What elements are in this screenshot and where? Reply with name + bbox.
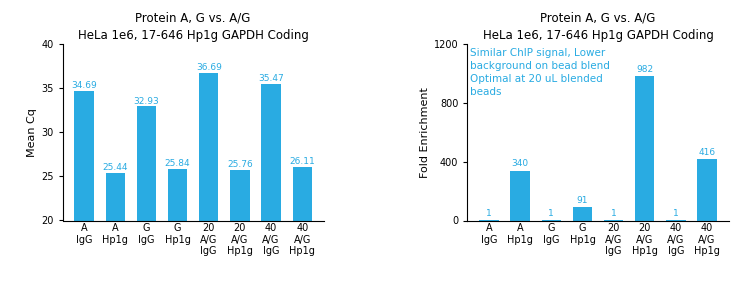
Text: 91: 91: [577, 196, 588, 205]
Text: 1: 1: [673, 208, 679, 218]
Bar: [293, 167, 312, 294]
Y-axis label: Mean Cq: Mean Cq: [27, 108, 37, 157]
Bar: [230, 170, 250, 294]
Bar: [199, 73, 219, 294]
Text: 416: 416: [698, 148, 715, 157]
Bar: [168, 169, 187, 294]
Text: 25.44: 25.44: [102, 163, 128, 172]
Text: 25.84: 25.84: [165, 159, 191, 168]
Bar: [105, 173, 125, 294]
Bar: [573, 207, 592, 220]
Title: Protein A, G vs. A/G
HeLa 1e6, 17-646 Hp1g GAPDH Coding: Protein A, G vs. A/G HeLa 1e6, 17-646 Hp…: [483, 11, 713, 41]
Bar: [137, 106, 156, 294]
Text: Similar ChIP signal, Lower
background on bead blend
Optimal at 20 uL blended
bea: Similar ChIP signal, Lower background on…: [470, 48, 610, 97]
Text: 1: 1: [548, 208, 554, 218]
Text: 34.69: 34.69: [71, 81, 97, 90]
Title: Protein A, G vs. A/G
HeLa 1e6, 17-646 Hp1g GAPDH Coding: Protein A, G vs. A/G HeLa 1e6, 17-646 Hp…: [78, 11, 308, 41]
Text: 1: 1: [611, 208, 617, 218]
Bar: [635, 76, 654, 220]
Bar: [74, 91, 93, 294]
Text: 982: 982: [636, 65, 654, 74]
Text: 340: 340: [512, 159, 528, 168]
Text: 25.76: 25.76: [227, 160, 252, 169]
Y-axis label: Fold Enrichment: Fold Enrichment: [420, 87, 430, 178]
Bar: [261, 84, 280, 294]
Text: 36.69: 36.69: [196, 64, 222, 72]
Text: 1: 1: [486, 208, 492, 218]
Bar: [698, 159, 717, 220]
Text: 35.47: 35.47: [258, 74, 284, 83]
Text: 26.11: 26.11: [289, 157, 315, 166]
Text: 32.93: 32.93: [133, 96, 159, 106]
Bar: [511, 171, 530, 220]
